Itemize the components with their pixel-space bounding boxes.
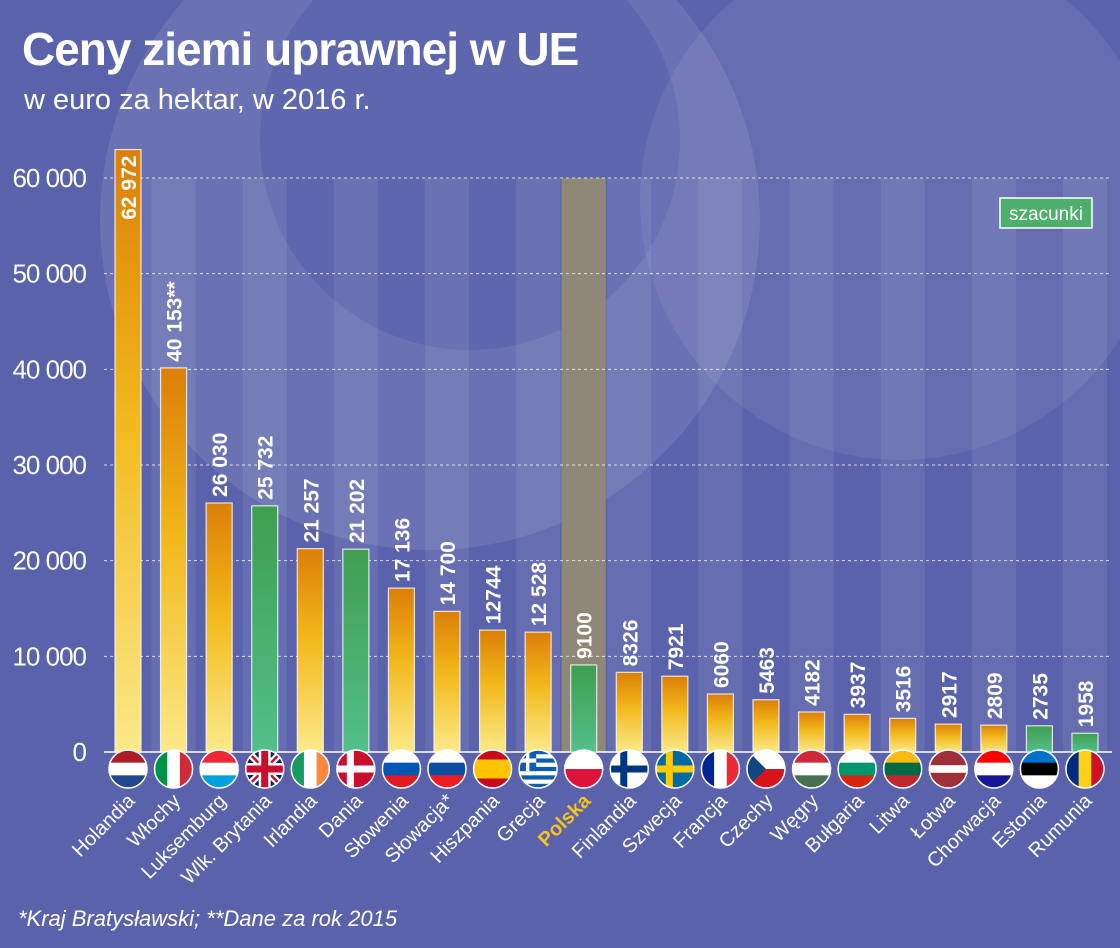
data-label: 12 528 bbox=[528, 562, 551, 627]
bar-Finlandia bbox=[615, 671, 643, 753]
bar-Słowacja* bbox=[433, 610, 461, 753]
data-label: 2735 bbox=[1029, 673, 1052, 720]
y-tick-label: 50 000 bbox=[12, 259, 86, 289]
y-tick-label: 40 000 bbox=[12, 354, 86, 384]
data-label: 6060 bbox=[710, 641, 733, 688]
flag-icon bbox=[837, 749, 877, 789]
data-label: 21 202 bbox=[346, 479, 369, 543]
data-label: 3516 bbox=[893, 666, 916, 713]
category-label: Holandia bbox=[68, 789, 140, 861]
footnote: *Kraj Bratysławski; **Dane za rok 2015 bbox=[18, 906, 398, 931]
category-label: Litwa bbox=[866, 789, 915, 838]
bar-Bułgaria bbox=[843, 713, 871, 753]
y-tick-label: 0 bbox=[73, 737, 87, 767]
flag-icon bbox=[290, 749, 331, 789]
flag-icon bbox=[108, 749, 148, 789]
flag-icon bbox=[791, 749, 832, 789]
data-label: 7921 bbox=[665, 623, 688, 670]
flag-icon bbox=[928, 749, 969, 789]
bar-Irlandia bbox=[296, 548, 324, 753]
data-label: 1958 bbox=[1075, 680, 1098, 727]
bar-Czechy bbox=[752, 699, 780, 753]
flag-icon bbox=[244, 749, 285, 789]
data-label: 2809 bbox=[984, 672, 1007, 719]
flag-icon bbox=[518, 749, 558, 789]
bar-Francja bbox=[706, 693, 735, 753]
flag-icon bbox=[153, 749, 194, 789]
flag-icon bbox=[472, 749, 513, 789]
bar-Luksemburg bbox=[205, 502, 233, 753]
data-label: 8326 bbox=[619, 620, 642, 667]
bar-Litwa bbox=[889, 717, 917, 753]
y-tick-label: 60 000 bbox=[12, 163, 86, 193]
flag-icon bbox=[974, 749, 1014, 789]
y-tick-label: 30 000 bbox=[12, 450, 86, 480]
bar-Grecja bbox=[524, 631, 552, 753]
data-label: 40 153** bbox=[164, 280, 187, 361]
data-label: 25 732 bbox=[255, 436, 278, 500]
flag-icon bbox=[563, 749, 604, 789]
bar-Estonia bbox=[1025, 725, 1054, 753]
bar-Szwecja bbox=[661, 675, 689, 753]
bar-Rumunia bbox=[1071, 732, 1099, 753]
bar-Polska bbox=[570, 664, 598, 753]
flag-icon bbox=[746, 749, 786, 789]
bar-Wlk. Brytania bbox=[251, 505, 279, 753]
chart-title: Ceny ziemi uprawnej w UE bbox=[22, 23, 579, 75]
flag-icon bbox=[700, 749, 741, 789]
legend-estimate-swatch bbox=[999, 197, 1093, 229]
data-label: 2917 bbox=[938, 671, 961, 718]
flag-icon bbox=[199, 749, 239, 789]
bar-Holandia bbox=[114, 148, 142, 753]
legend-label: szacunki bbox=[1009, 204, 1083, 225]
bar-Dania bbox=[342, 548, 370, 753]
data-label: 12744 bbox=[483, 565, 506, 624]
bar-Łotwa bbox=[934, 723, 962, 753]
bar-Włochy bbox=[159, 367, 188, 753]
data-label: 5463 bbox=[756, 647, 779, 694]
data-label: 17 136 bbox=[391, 518, 414, 582]
flag-icon bbox=[381, 749, 422, 789]
bar-Chorwacja bbox=[980, 724, 1008, 753]
data-label: 14 700 bbox=[437, 541, 460, 605]
bar-Słowenia bbox=[387, 587, 416, 753]
bar-Węgry bbox=[797, 711, 826, 753]
data-label: 26 030 bbox=[209, 433, 232, 497]
data-label: 21 257 bbox=[300, 478, 323, 542]
decor-circle bbox=[640, 0, 1120, 460]
flag-icon bbox=[427, 749, 467, 789]
flag-icon bbox=[336, 749, 376, 789]
data-label: 9100 bbox=[574, 612, 597, 659]
data-label: 3937 bbox=[847, 662, 870, 709]
chart-subtitle: w euro za hektar, w 2016 r. bbox=[24, 84, 371, 116]
bar-Hiszpania bbox=[478, 629, 507, 753]
flag-icon bbox=[882, 749, 923, 789]
flag-icon bbox=[1019, 749, 1060, 789]
data-label: 4182 bbox=[802, 659, 825, 706]
flag-icon bbox=[1065, 749, 1105, 789]
y-tick-label: 20 000 bbox=[12, 546, 86, 576]
y-tick-label: 10 000 bbox=[12, 641, 86, 671]
flag-icon bbox=[609, 749, 650, 789]
data-label: 62 972 bbox=[118, 156, 141, 220]
flag-icon bbox=[655, 749, 695, 789]
